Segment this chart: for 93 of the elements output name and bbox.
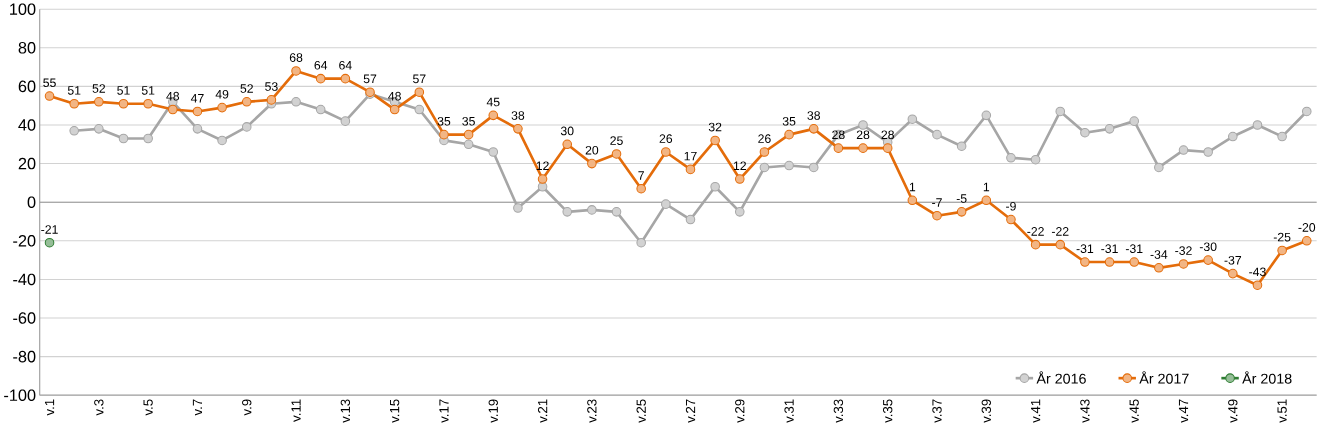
y-tick-label: -40	[13, 273, 36, 286]
data-label: -31	[1076, 244, 1094, 253]
data-label: 38	[807, 111, 821, 120]
x-tick-label: v.33	[833, 399, 844, 423]
y-tick-label: 100	[10, 3, 36, 15]
data-label: 25	[610, 136, 623, 145]
data-label: 28	[856, 130, 870, 139]
x-tick-label: v.15	[390, 399, 400, 423]
data-label: 35	[437, 116, 451, 126]
data-label: 57	[363, 74, 377, 83]
x-tick-label: v.27	[685, 399, 696, 423]
y-tick-label: -80	[13, 350, 36, 363]
data-label: -20	[1298, 222, 1316, 232]
data-label: 52	[92, 83, 106, 93]
x-tick-label: v.41	[1031, 399, 1041, 423]
data-label: 64	[339, 60, 352, 70]
data-label: 30	[560, 126, 574, 136]
y-tick-label: -100	[4, 389, 36, 401]
x-tick-label: v.9	[242, 399, 252, 416]
legend-label: År 2016	[1036, 371, 1086, 384]
x-tick-label: v.35	[882, 399, 893, 423]
x-tick-label: v.31	[784, 399, 794, 423]
y-tick-label: 20	[18, 157, 36, 170]
y-tick-label: 0	[27, 196, 36, 208]
data-label: -30	[1199, 242, 1217, 251]
y-tick-label: -20	[13, 234, 36, 247]
x-tick-label: v.25	[636, 399, 646, 423]
data-label: 7	[638, 171, 644, 180]
x-tick-label: v.43	[1080, 399, 1090, 423]
data-label: 51	[117, 86, 130, 95]
data-label: 1	[909, 182, 916, 192]
data-label: 26	[758, 134, 771, 143]
data-label: 48	[388, 91, 401, 101]
data-label: 52	[240, 83, 253, 93]
data-label: 51	[67, 86, 81, 95]
x-tick-label: v.47	[1178, 399, 1189, 423]
data-label: 68	[289, 53, 303, 62]
y-tick-label: 40	[18, 119, 36, 131]
data-label: 28	[881, 130, 894, 139]
x-tick-label: v.13	[340, 399, 351, 423]
x-tick-label: v.19	[488, 399, 498, 423]
data-label: -7	[932, 198, 942, 207]
data-label: 20	[585, 145, 599, 155]
data-label: 17	[684, 151, 697, 161]
x-tick-label: v.1	[44, 399, 55, 416]
data-label: 47	[190, 93, 204, 103]
x-tick-label: v.29	[735, 399, 745, 423]
data-label: 48	[166, 91, 180, 101]
y-tick-label: -60	[13, 312, 36, 324]
x-tick-label: v.11	[291, 399, 301, 422]
x-tick-label: v.39	[981, 399, 991, 423]
data-label: 45	[486, 97, 500, 107]
x-tick-label: v.23	[587, 399, 597, 423]
x-tick-label: v.5	[143, 399, 153, 416]
data-label: -21	[41, 225, 58, 234]
data-label: 26	[659, 134, 673, 143]
legend-label: År 2018	[1242, 371, 1292, 384]
x-tick-label: v.45	[1129, 399, 1139, 423]
data-label: -34	[1150, 249, 1168, 259]
data-label: 12	[536, 161, 549, 170]
x-tick-label: v.21	[537, 399, 548, 423]
x-tick-label: v.51	[1277, 399, 1287, 423]
x-tick-label: v.49	[1228, 399, 1238, 423]
data-label: 12	[733, 161, 746, 170]
data-label: 57	[413, 74, 426, 83]
data-label: -22	[1027, 226, 1044, 236]
x-tick-label: v.17	[439, 399, 449, 423]
y-tick-label: 60	[18, 80, 36, 93]
data-label: -22	[1051, 226, 1069, 236]
data-label: 55	[43, 78, 56, 87]
data-label: 35	[782, 116, 796, 126]
data-label: -5	[956, 194, 967, 203]
data-label: 49	[215, 89, 229, 99]
data-label: 38	[511, 111, 525, 120]
y-tick-label: 80	[18, 41, 36, 54]
data-label: -43	[1249, 267, 1266, 277]
data-label: -9	[1006, 201, 1016, 211]
data-label: 1	[983, 182, 990, 192]
data-label: -31	[1101, 244, 1118, 253]
legend-label: År 2017	[1139, 371, 1189, 384]
data-label: -37	[1224, 255, 1242, 265]
data-label: 28	[832, 130, 845, 139]
data-label: 64	[314, 60, 328, 70]
data-label: -25	[1273, 232, 1291, 242]
data-label: 32	[708, 122, 722, 132]
x-tick-label: v.3	[94, 399, 104, 416]
x-tick-label: v.37	[932, 399, 942, 423]
data-label: 53	[265, 82, 278, 91]
x-tick-label: v.7	[192, 399, 203, 416]
data-label: 51	[141, 86, 155, 95]
data-label: 35	[462, 116, 475, 126]
data-label: -32	[1175, 246, 1192, 255]
data-label: -31	[1125, 244, 1143, 253]
